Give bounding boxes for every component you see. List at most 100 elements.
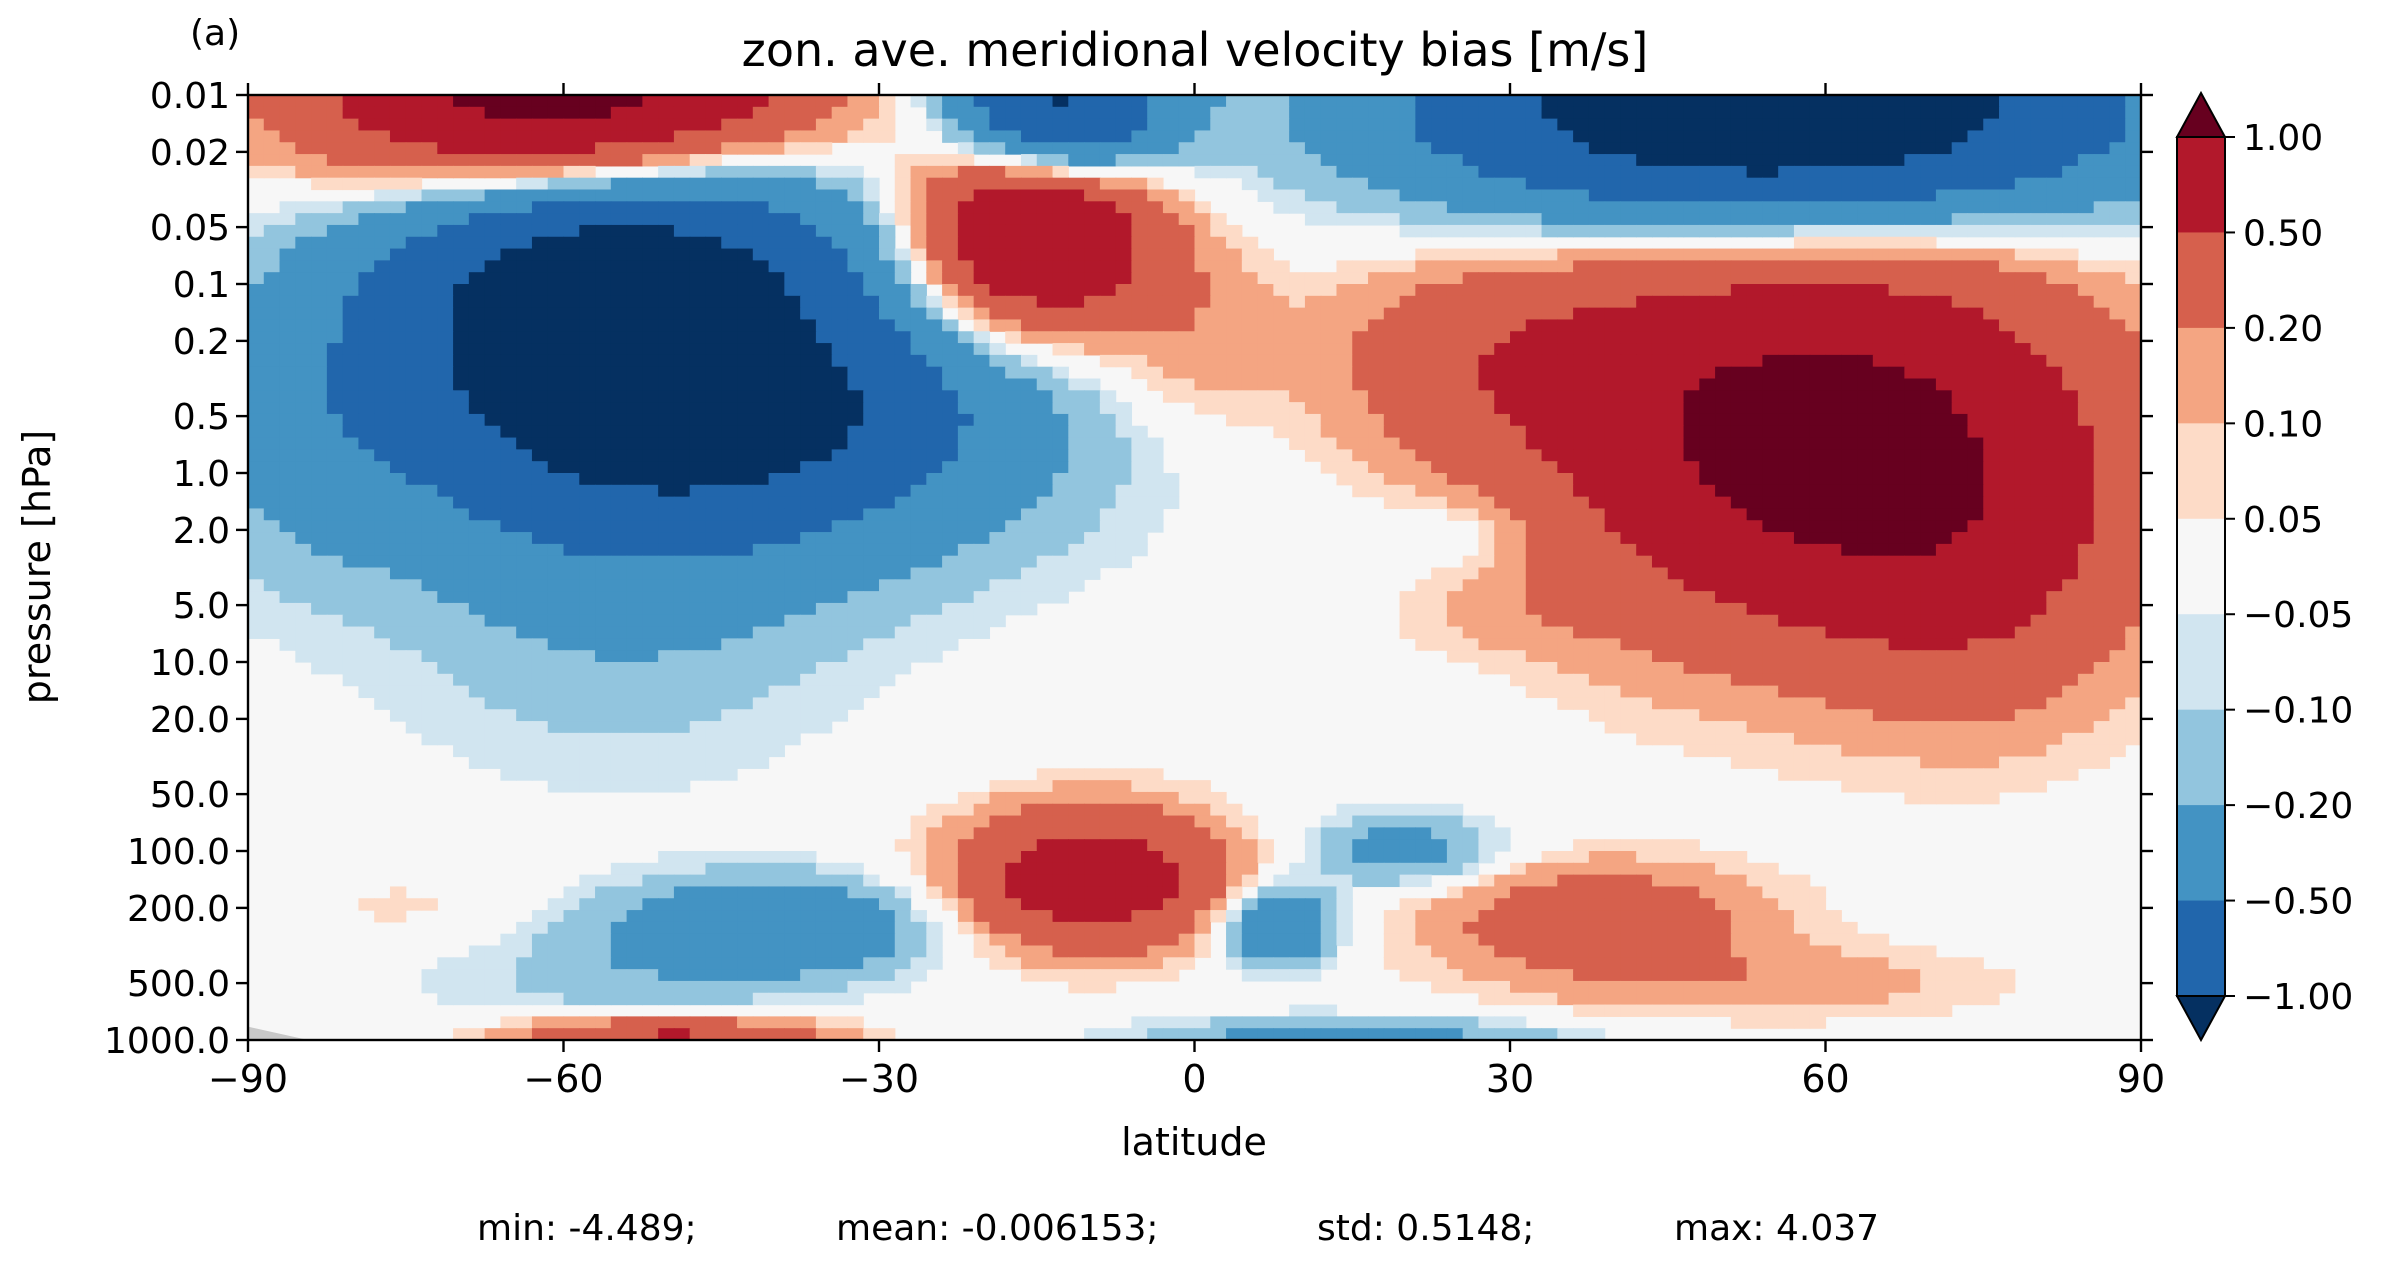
contour-cell	[879, 331, 896, 344]
contour-cell	[737, 319, 754, 332]
contour-cell	[2109, 579, 2126, 592]
contour-cell	[642, 496, 659, 510]
contour-cell	[1746, 272, 1764, 285]
contour-cell	[1667, 402, 1685, 415]
contour-cell	[1983, 142, 2000, 155]
contour-cell	[973, 520, 991, 533]
contour-cell	[1872, 106, 1890, 120]
contour-cell	[1241, 95, 1259, 108]
contour-cell	[831, 520, 849, 533]
contour-cell	[1809, 307, 1827, 321]
contour-cell	[263, 224, 281, 238]
contour-cell	[768, 378, 785, 391]
contour-cell	[2125, 106, 2141, 120]
contour-cell	[1573, 390, 1590, 403]
contour-cell	[1904, 213, 1921, 226]
contour-cell	[2062, 567, 2079, 580]
contour-cell	[689, 461, 707, 474]
contour-cell	[626, 461, 643, 474]
contour-cell	[1872, 366, 1890, 380]
contour-cell	[847, 413, 864, 427]
contour-cell	[1525, 177, 1543, 191]
contour-cell	[1841, 130, 1858, 143]
contour-cell	[453, 295, 470, 309]
contour-cell	[1541, 508, 1558, 521]
contour-cell	[973, 626, 991, 639]
contour-cell	[831, 130, 849, 143]
contour-cell	[1368, 413, 1385, 427]
contour-cell	[1478, 567, 1495, 580]
contour-cell	[847, 95, 864, 108]
contour-cell	[815, 602, 833, 616]
contour-cell	[1935, 354, 1953, 368]
contour-cell	[279, 106, 296, 120]
contour-cell	[500, 95, 517, 108]
contour-cell	[863, 295, 880, 309]
contour-cell	[405, 532, 423, 545]
contour-cell	[1809, 484, 1827, 498]
contour-cell	[1983, 106, 2000, 120]
contour-cell	[1762, 95, 1779, 108]
contour-cell	[279, 343, 296, 356]
contour-cell	[1651, 437, 1669, 450]
contour-cell	[1730, 213, 1748, 226]
contour-cell	[1541, 567, 1558, 580]
contour-cell	[910, 95, 927, 108]
contour-cell	[1289, 118, 1306, 132]
contour-cell	[1715, 201, 1732, 214]
contour-cell	[1446, 272, 1464, 285]
contour-cell	[1888, 496, 1905, 510]
contour-cell	[1478, 165, 1495, 179]
contour-cell	[1620, 130, 1637, 143]
contour-cell	[1194, 260, 1211, 273]
contour-cell	[1573, 425, 1590, 439]
contour-cell	[1683, 626, 1700, 639]
contour-cell	[1857, 508, 1874, 521]
contour-cell	[1525, 319, 1543, 332]
contour-cell	[1604, 555, 1622, 569]
contour-cell	[374, 378, 391, 391]
contour-cell	[547, 295, 565, 309]
contour-cell	[1478, 579, 1495, 592]
contour-cell	[1636, 390, 1653, 403]
contour-cell	[863, 284, 880, 297]
contour-cell	[1099, 449, 1117, 462]
contour-cell	[989, 177, 1006, 191]
contour-cell	[1857, 307, 1874, 321]
contour-cell	[626, 343, 643, 356]
contour-cell	[1446, 177, 1464, 191]
contour-cell	[1036, 461, 1054, 474]
contour-cell	[595, 378, 612, 391]
contour-cell	[1983, 567, 2000, 580]
contour-cell	[1352, 295, 1369, 309]
contour-cell	[2062, 106, 2079, 120]
contour-cell	[295, 413, 312, 427]
contour-cell	[1320, 378, 1338, 391]
contour-cell	[405, 425, 423, 439]
contour-cell	[1809, 236, 1827, 250]
contour-cell	[1857, 284, 1874, 297]
contour-cell	[1999, 555, 2016, 569]
contour-cell	[579, 626, 596, 639]
contour-cell	[626, 543, 643, 557]
contour-cell	[484, 508, 502, 521]
contour-cell	[547, 614, 565, 628]
contour-cell	[1510, 177, 1527, 191]
contour-cell	[894, 437, 912, 450]
contour-cell	[1052, 567, 1069, 580]
contour-cell	[910, 177, 927, 191]
contour-cell	[484, 201, 502, 214]
contour-cell	[342, 402, 360, 415]
contour-cell	[579, 106, 596, 120]
contour-cell	[737, 449, 754, 462]
contour-cell	[1036, 331, 1054, 344]
contour-cell	[2014, 142, 2032, 155]
contour-cell	[1415, 354, 1432, 368]
contour-cell	[1983, 508, 2000, 521]
contour-cell	[847, 284, 864, 297]
contour-cell	[579, 425, 596, 439]
contour-cell	[1730, 331, 1748, 344]
contour-cell	[1510, 366, 1527, 380]
contour-cell	[957, 378, 975, 391]
contour-cell	[295, 390, 312, 403]
